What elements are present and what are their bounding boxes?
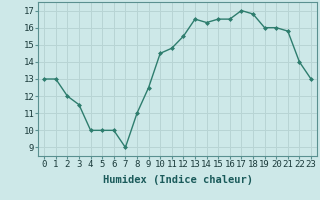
X-axis label: Humidex (Indice chaleur): Humidex (Indice chaleur) xyxy=(103,175,252,185)
